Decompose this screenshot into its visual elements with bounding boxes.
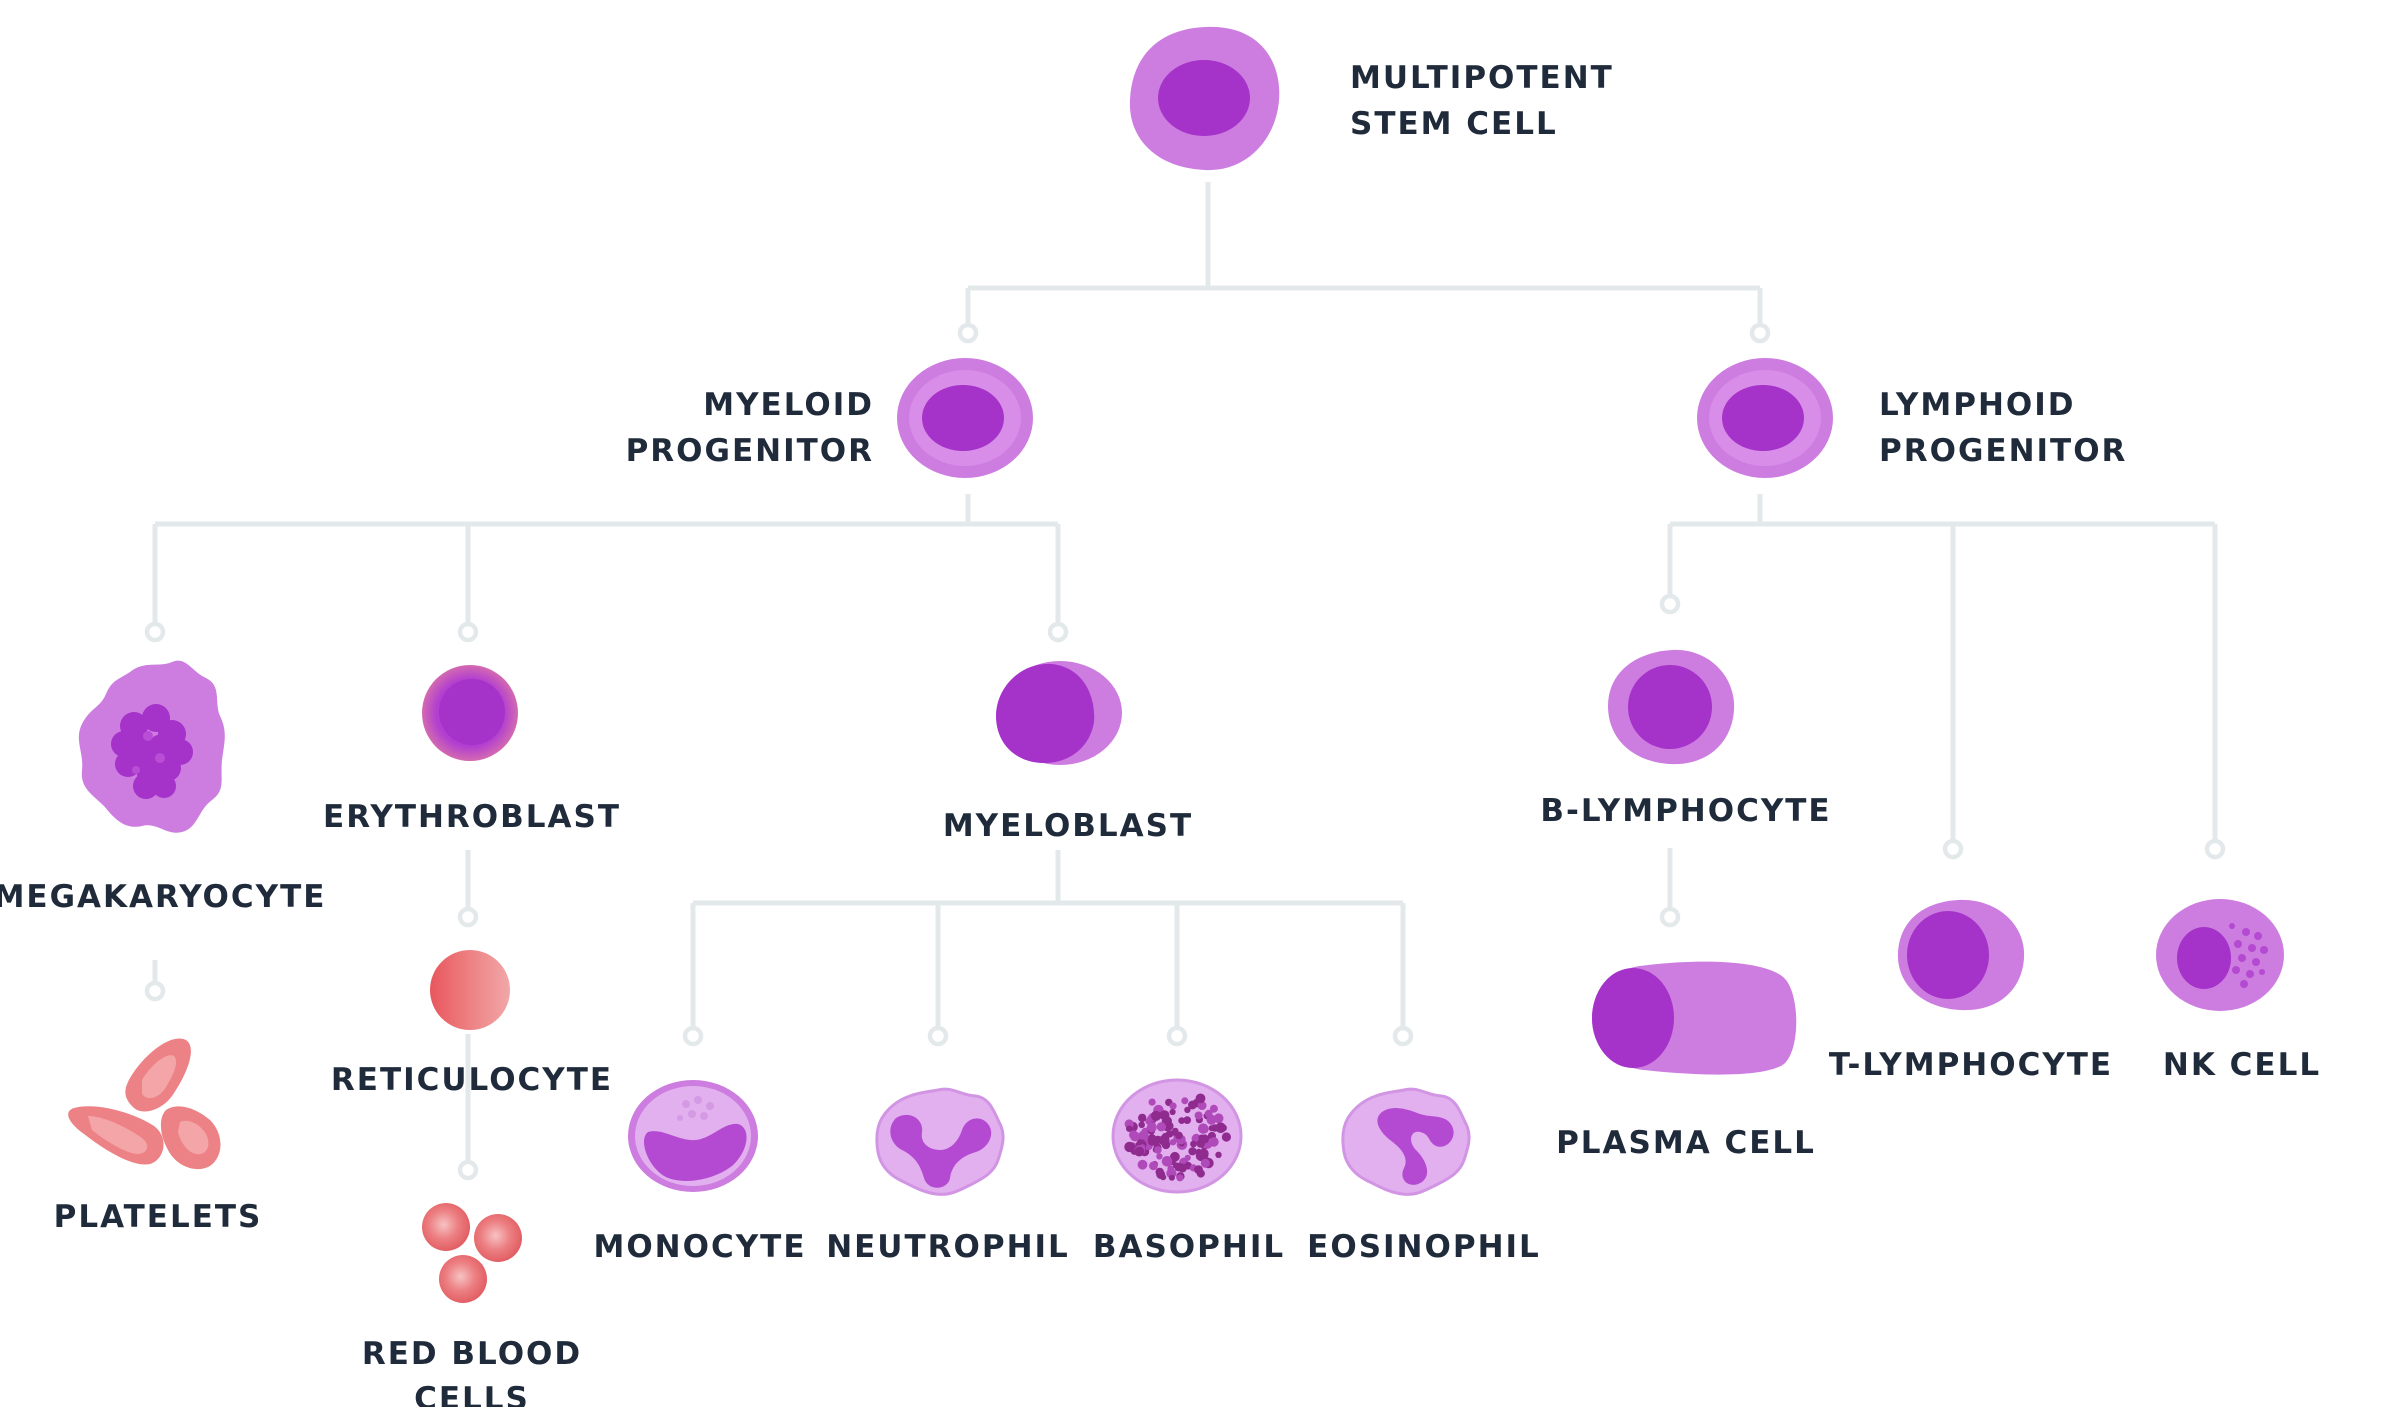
erythroblast-icon — [422, 665, 518, 761]
basophil-icon — [1111, 1078, 1243, 1194]
red-blood-cells-icon — [422, 1203, 522, 1303]
basophil-granule — [1138, 1130, 1149, 1141]
basophil-granule — [1181, 1097, 1189, 1105]
reticulocyte-icon — [430, 950, 510, 1030]
basophil-granule — [1149, 1161, 1158, 1171]
lymphoid-progenitor-label-line2: PROGENITOR — [1879, 433, 2127, 469]
basophil-granule — [1184, 1154, 1191, 1161]
neutrophil-icon — [875, 1087, 1005, 1196]
myeloid-progenitor-label-line2: PROGENITOR — [626, 433, 874, 469]
myeloid-progenitor-label-line1: MYELOID — [703, 387, 874, 423]
basophil-granule — [1154, 1146, 1162, 1154]
reticulocyte-label: RETICULOCYTE — [331, 1062, 613, 1098]
monocyte-icon — [628, 1080, 758, 1192]
basophil-granule — [1198, 1123, 1209, 1134]
basophil-granule — [1183, 1116, 1192, 1124]
basophil-granule — [1169, 1108, 1176, 1116]
rbc-label-line2: CELLS — [414, 1381, 530, 1407]
eosinophil-label: EOSINOPHIL — [1307, 1229, 1541, 1265]
myeloblast-label: MYELOBLAST — [943, 808, 1193, 844]
megakaryocyte-label: MEGAKARYOCYTE — [0, 879, 326, 915]
basophil-granule — [1200, 1158, 1210, 1168]
t-lymphocyte-icon — [1897, 899, 2025, 1011]
basophil-granule — [1124, 1119, 1134, 1129]
erythroblast-label: ERYTHROBLAST — [323, 799, 621, 835]
basophil-granule — [1204, 1109, 1213, 1118]
basophil-granule — [1175, 1131, 1183, 1140]
neutrophil-label: NEUTROPHIL — [826, 1229, 1070, 1265]
basophil-granule — [1195, 1093, 1206, 1104]
basophil-granule — [1198, 1148, 1209, 1159]
cell-labels: MULTIPOTENT STEM CELL MYELOID PROGENITOR… — [0, 60, 2321, 1407]
lymphoid-progenitor-label-line1: LYMPHOID — [1879, 387, 2076, 423]
monocyte-label: MONOCYTE — [593, 1229, 806, 1265]
platelets-label: PLATELETS — [54, 1199, 263, 1235]
basophil-granule — [1173, 1162, 1180, 1169]
basophil-granule — [1150, 1110, 1162, 1121]
b-lymphocyte-label: B-LYMPHOCYTE — [1540, 793, 1831, 829]
connector-nodes — [144, 322, 2226, 1181]
basophil-granule — [1194, 1111, 1203, 1120]
basophil-granule — [1161, 1140, 1171, 1150]
myeloid-progenitor-icon — [897, 358, 1033, 478]
basophil-granule — [1167, 1165, 1174, 1172]
nk-cell-icon — [2156, 899, 2284, 1011]
basophil-granule — [1215, 1151, 1222, 1159]
basophil-granule — [1147, 1135, 1158, 1146]
basophil-granule — [1160, 1174, 1167, 1181]
stem-cell-label-line2: STEM CELL — [1350, 106, 1558, 142]
basophil-granule — [1198, 1134, 1205, 1142]
basophil-granule — [1178, 1163, 1187, 1173]
basophil-granule — [1196, 1139, 1205, 1148]
basophil-granule — [1126, 1125, 1133, 1132]
basophil-granule — [1156, 1153, 1163, 1160]
myeloblast-icon — [996, 661, 1122, 765]
basophil-granule — [1178, 1117, 1186, 1124]
basophil-granule — [1161, 1156, 1173, 1167]
connector-lines — [152, 182, 2218, 1170]
eosinophil-icon — [1341, 1087, 1471, 1196]
basophil-granule — [1184, 1106, 1191, 1114]
basophil-granule — [1138, 1113, 1147, 1123]
basophil-granule — [1194, 1165, 1203, 1174]
basophil-granule — [1155, 1167, 1164, 1177]
megakaryocyte-icon — [78, 660, 225, 833]
basophil-granule — [1219, 1124, 1227, 1132]
lymphoid-progenitor-icon — [1697, 358, 1833, 478]
basophil-granule — [1190, 1140, 1197, 1148]
plasma-cell-icon — [1592, 961, 1797, 1075]
basophil-label: BASOPHIL — [1093, 1229, 1285, 1265]
platelets-icon — [68, 1038, 221, 1170]
basophil-granule — [1197, 1101, 1207, 1110]
basophil-granule — [1159, 1110, 1170, 1121]
basophil-granule — [1169, 1102, 1177, 1110]
basophil-granule — [1138, 1121, 1145, 1129]
basophil-granule — [1221, 1132, 1231, 1142]
basophil-granule — [1137, 1159, 1148, 1170]
plasma-cell-label: PLASMA CELL — [1556, 1125, 1816, 1161]
stem-cell-icon — [1129, 26, 1280, 171]
b-lymphocyte-icon — [1608, 649, 1735, 765]
basophil-granule — [1209, 1104, 1218, 1113]
nk-cell-label: NK CELL — [2163, 1047, 2321, 1083]
basophil-granule — [1146, 1122, 1157, 1133]
stem-cell-label-line1: MULTIPOTENT — [1350, 60, 1614, 96]
basophil-granule — [1188, 1147, 1197, 1156]
basophil-granule — [1168, 1174, 1175, 1181]
rbc-label-line1: RED BLOOD — [362, 1336, 582, 1372]
basophil-granule — [1176, 1174, 1184, 1182]
t-lymphocyte-label: T-LYMPHOCYTE — [1829, 1047, 2113, 1083]
basophil-granule — [1134, 1146, 1145, 1157]
basophil-granule — [1188, 1100, 1197, 1110]
basophil-granule — [1129, 1130, 1138, 1140]
basophil-granule — [1148, 1098, 1156, 1106]
basophil-granule — [1209, 1137, 1219, 1147]
basophil-granule — [1156, 1122, 1167, 1132]
